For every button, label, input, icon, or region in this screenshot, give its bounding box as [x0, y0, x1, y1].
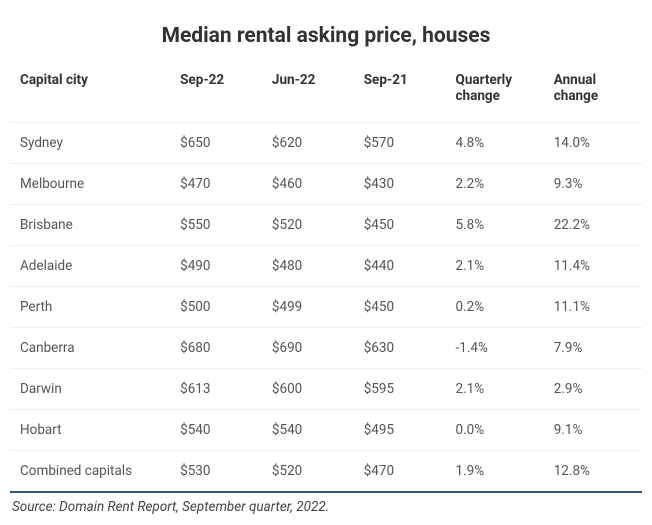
value-cell: 0.0% — [446, 410, 544, 451]
value-cell: 2.1% — [446, 369, 544, 410]
table-row: Perth $500 $499 $450 0.2% 11.1% — [10, 287, 642, 328]
city-cell: Perth — [10, 287, 170, 328]
value-cell: $570 — [354, 123, 446, 164]
value-cell: $480 — [262, 246, 354, 287]
value-cell: -1.4% — [446, 328, 544, 369]
value-cell: $500 — [170, 287, 262, 328]
value-cell: 0.2% — [446, 287, 544, 328]
value-cell: $440 — [354, 246, 446, 287]
table-title: Median rental asking price, houses — [10, 10, 642, 64]
value-cell: $430 — [354, 164, 446, 205]
table-row: Canberra $680 $690 $630 -1.4% 7.9% — [10, 328, 642, 369]
value-cell: 11.1% — [544, 287, 642, 328]
table-body: Sydney $650 $620 $570 4.8% 14.0% Melbour… — [10, 123, 642, 492]
city-cell: Darwin — [10, 369, 170, 410]
value-cell: $490 — [170, 246, 262, 287]
value-cell: $520 — [262, 205, 354, 246]
value-cell: 12.8% — [544, 451, 642, 492]
source-note: Source: Domain Rent Report, September qu… — [10, 493, 642, 515]
table-row: Sydney $650 $620 $570 4.8% 14.0% — [10, 123, 642, 164]
value-cell: 1.9% — [446, 451, 544, 492]
value-cell: $690 — [262, 328, 354, 369]
value-cell: $460 — [262, 164, 354, 205]
col-header: Sep-21 — [354, 64, 446, 123]
rental-table: Capital city Sep-22 Jun-22 Sep-21 Quarte… — [10, 64, 642, 491]
value-cell: $470 — [170, 164, 262, 205]
rental-table-container: Median rental asking price, houses Capit… — [10, 10, 642, 493]
city-cell: Hobart — [10, 410, 170, 451]
table-row: Melbourne $470 $460 $430 2.2% 9.3% — [10, 164, 642, 205]
col-header: Quarterly change — [446, 64, 544, 123]
value-cell: 2.9% — [544, 369, 642, 410]
city-cell: Sydney — [10, 123, 170, 164]
city-cell: Melbourne — [10, 164, 170, 205]
city-cell: Brisbane — [10, 205, 170, 246]
value-cell: $630 — [354, 328, 446, 369]
col-header: Jun-22 — [262, 64, 354, 123]
col-header: Capital city — [10, 64, 170, 123]
value-cell: 9.1% — [544, 410, 642, 451]
value-cell: 2.1% — [446, 246, 544, 287]
value-cell: $650 — [170, 123, 262, 164]
value-cell: 22.2% — [544, 205, 642, 246]
value-cell: $540 — [262, 410, 354, 451]
value-cell: $530 — [170, 451, 262, 492]
city-cell: Adelaide — [10, 246, 170, 287]
value-cell: 9.3% — [544, 164, 642, 205]
table-row: Adelaide $490 $480 $440 2.1% 11.4% — [10, 246, 642, 287]
table-row: Combined capitals $530 $520 $470 1.9% 12… — [10, 451, 642, 492]
value-cell: $595 — [354, 369, 446, 410]
value-cell: $613 — [170, 369, 262, 410]
city-cell: Combined capitals — [10, 451, 170, 492]
value-cell: $600 — [262, 369, 354, 410]
value-cell: 7.9% — [544, 328, 642, 369]
value-cell: $520 — [262, 451, 354, 492]
value-cell: 14.0% — [544, 123, 642, 164]
value-cell: $499 — [262, 287, 354, 328]
table-row: Darwin $613 $600 $595 2.1% 2.9% — [10, 369, 642, 410]
col-header: Sep-22 — [170, 64, 262, 123]
value-cell: 4.8% — [446, 123, 544, 164]
value-cell: 5.8% — [446, 205, 544, 246]
value-cell: 11.4% — [544, 246, 642, 287]
table-header-row: Capital city Sep-22 Jun-22 Sep-21 Quarte… — [10, 64, 642, 123]
value-cell: $540 — [170, 410, 262, 451]
value-cell: $450 — [354, 205, 446, 246]
value-cell: 2.2% — [446, 164, 544, 205]
table-row: Brisbane $550 $520 $450 5.8% 22.2% — [10, 205, 642, 246]
value-cell: $680 — [170, 328, 262, 369]
col-header: Annual change — [544, 64, 642, 123]
value-cell: $495 — [354, 410, 446, 451]
table-row: Hobart $540 $540 $495 0.0% 9.1% — [10, 410, 642, 451]
value-cell: $550 — [170, 205, 262, 246]
city-cell: Canberra — [10, 328, 170, 369]
value-cell: $620 — [262, 123, 354, 164]
value-cell: $470 — [354, 451, 446, 492]
value-cell: $450 — [354, 287, 446, 328]
